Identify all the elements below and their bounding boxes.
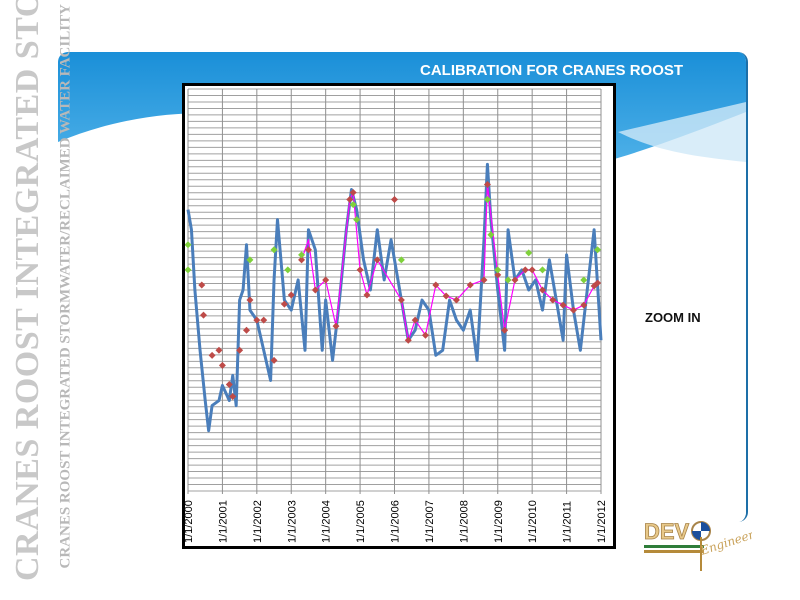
x-tick-label: 1/1/2005 [355, 500, 367, 543]
slide-title: CALIBRATION FOR CRANES ROOST [420, 62, 684, 79]
calibration-chart: 1/1/2000 1/1/2001 1/1/2002 1/1/2003 1/1/2004… [185, 88, 608, 543]
point-calibration [284, 266, 292, 274]
point-observed [391, 196, 398, 204]
point-observed [243, 326, 251, 334]
point-observed [442, 292, 450, 300]
x-tick-label: 1/1/2000 [185, 500, 195, 543]
side-subtitle: CRANES ROOST INTEGRATED STORMWATER/RECLA… [57, 4, 74, 569]
point-calibration [594, 246, 602, 254]
point-calibration [483, 196, 491, 204]
point-observed [208, 351, 216, 359]
point-calibration [580, 276, 588, 284]
point-observed [397, 296, 405, 304]
point-observed [304, 246, 312, 254]
point-observed [432, 281, 440, 289]
x-tick-label: 1/1/2003 [286, 500, 298, 543]
point-observed [270, 356, 278, 364]
point-observed [538, 286, 546, 294]
x-tick-label: 1/1/2012 [596, 500, 608, 543]
point-observed [501, 326, 509, 334]
series-line-observed-line [301, 183, 598, 341]
x-tick-label: 1/1/2002 [252, 500, 264, 543]
point-observed [218, 361, 226, 369]
point-calibration [525, 249, 533, 257]
point-observed [494, 271, 502, 279]
point-calibration [504, 276, 512, 284]
point-observed [332, 322, 340, 330]
point-observed [349, 189, 357, 197]
point-calibration [298, 251, 306, 259]
side-title: CRANES ROOST INTEGRATED STORMWATER [9, 0, 46, 581]
point-observed [229, 393, 237, 401]
x-tick-label: 1/1/2009 [493, 500, 505, 543]
x-tick-label: 1/1/2010 [527, 500, 539, 543]
point-observed [483, 180, 491, 188]
svg-text:DEV: DEV [644, 519, 690, 544]
point-observed [215, 346, 223, 354]
point-observed [260, 316, 268, 324]
point-calibration [397, 256, 405, 264]
point-calibration [487, 231, 495, 239]
point-observed [480, 276, 488, 284]
point-observed [559, 301, 567, 309]
point-observed [236, 346, 244, 354]
point-calibration [353, 216, 361, 224]
zoom-in-label: ZOOM IN [645, 310, 701, 325]
x-tick-label: 1/1/2007 [424, 500, 436, 543]
point-calibration [246, 256, 254, 264]
point-observed [199, 311, 207, 319]
point-observed [569, 306, 577, 314]
point-observed [421, 331, 429, 339]
point-observed [590, 282, 598, 290]
x-tick-label: 1/1/2006 [390, 500, 402, 543]
point-observed [594, 279, 602, 287]
devo-logo-graphic: DEV Engineering [644, 519, 774, 571]
point-observed [411, 316, 419, 324]
point-observed [466, 281, 474, 289]
point-observed [346, 196, 354, 204]
x-tick-label: 1/1/2011 [562, 501, 574, 543]
point-observed [356, 266, 364, 274]
point-observed [373, 256, 381, 264]
devo-logo: DEV Engineering [642, 515, 774, 575]
point-calibration [270, 246, 278, 254]
point-observed [225, 380, 233, 388]
point-observed [511, 276, 519, 284]
point-observed [452, 296, 460, 304]
point-calibration [185, 241, 192, 249]
point-observed [404, 336, 412, 344]
point-observed [528, 266, 536, 274]
point-observed [322, 276, 330, 284]
point-calibration [494, 266, 502, 274]
point-observed [253, 316, 261, 324]
point-observed [311, 286, 319, 294]
point-observed [549, 296, 557, 304]
point-calibration [185, 266, 192, 274]
point-observed [363, 291, 371, 299]
point-observed [580, 301, 588, 309]
x-tick-label: 1/1/2004 [321, 500, 333, 543]
x-tick-label: 1/1/2008 [458, 500, 470, 543]
point-observed [287, 291, 295, 299]
chart-frame: 1/1/2000 1/1/2001 1/1/2002 1/1/2003 1/1/2004… [182, 83, 616, 549]
point-observed [521, 266, 529, 274]
point-calibration [349, 201, 357, 209]
point-observed [246, 296, 254, 304]
point-observed [280, 300, 288, 308]
point-observed [298, 256, 306, 264]
point-observed [198, 281, 206, 289]
x-tick-label: 1/1/2001 [217, 500, 229, 543]
point-calibration [538, 266, 546, 274]
